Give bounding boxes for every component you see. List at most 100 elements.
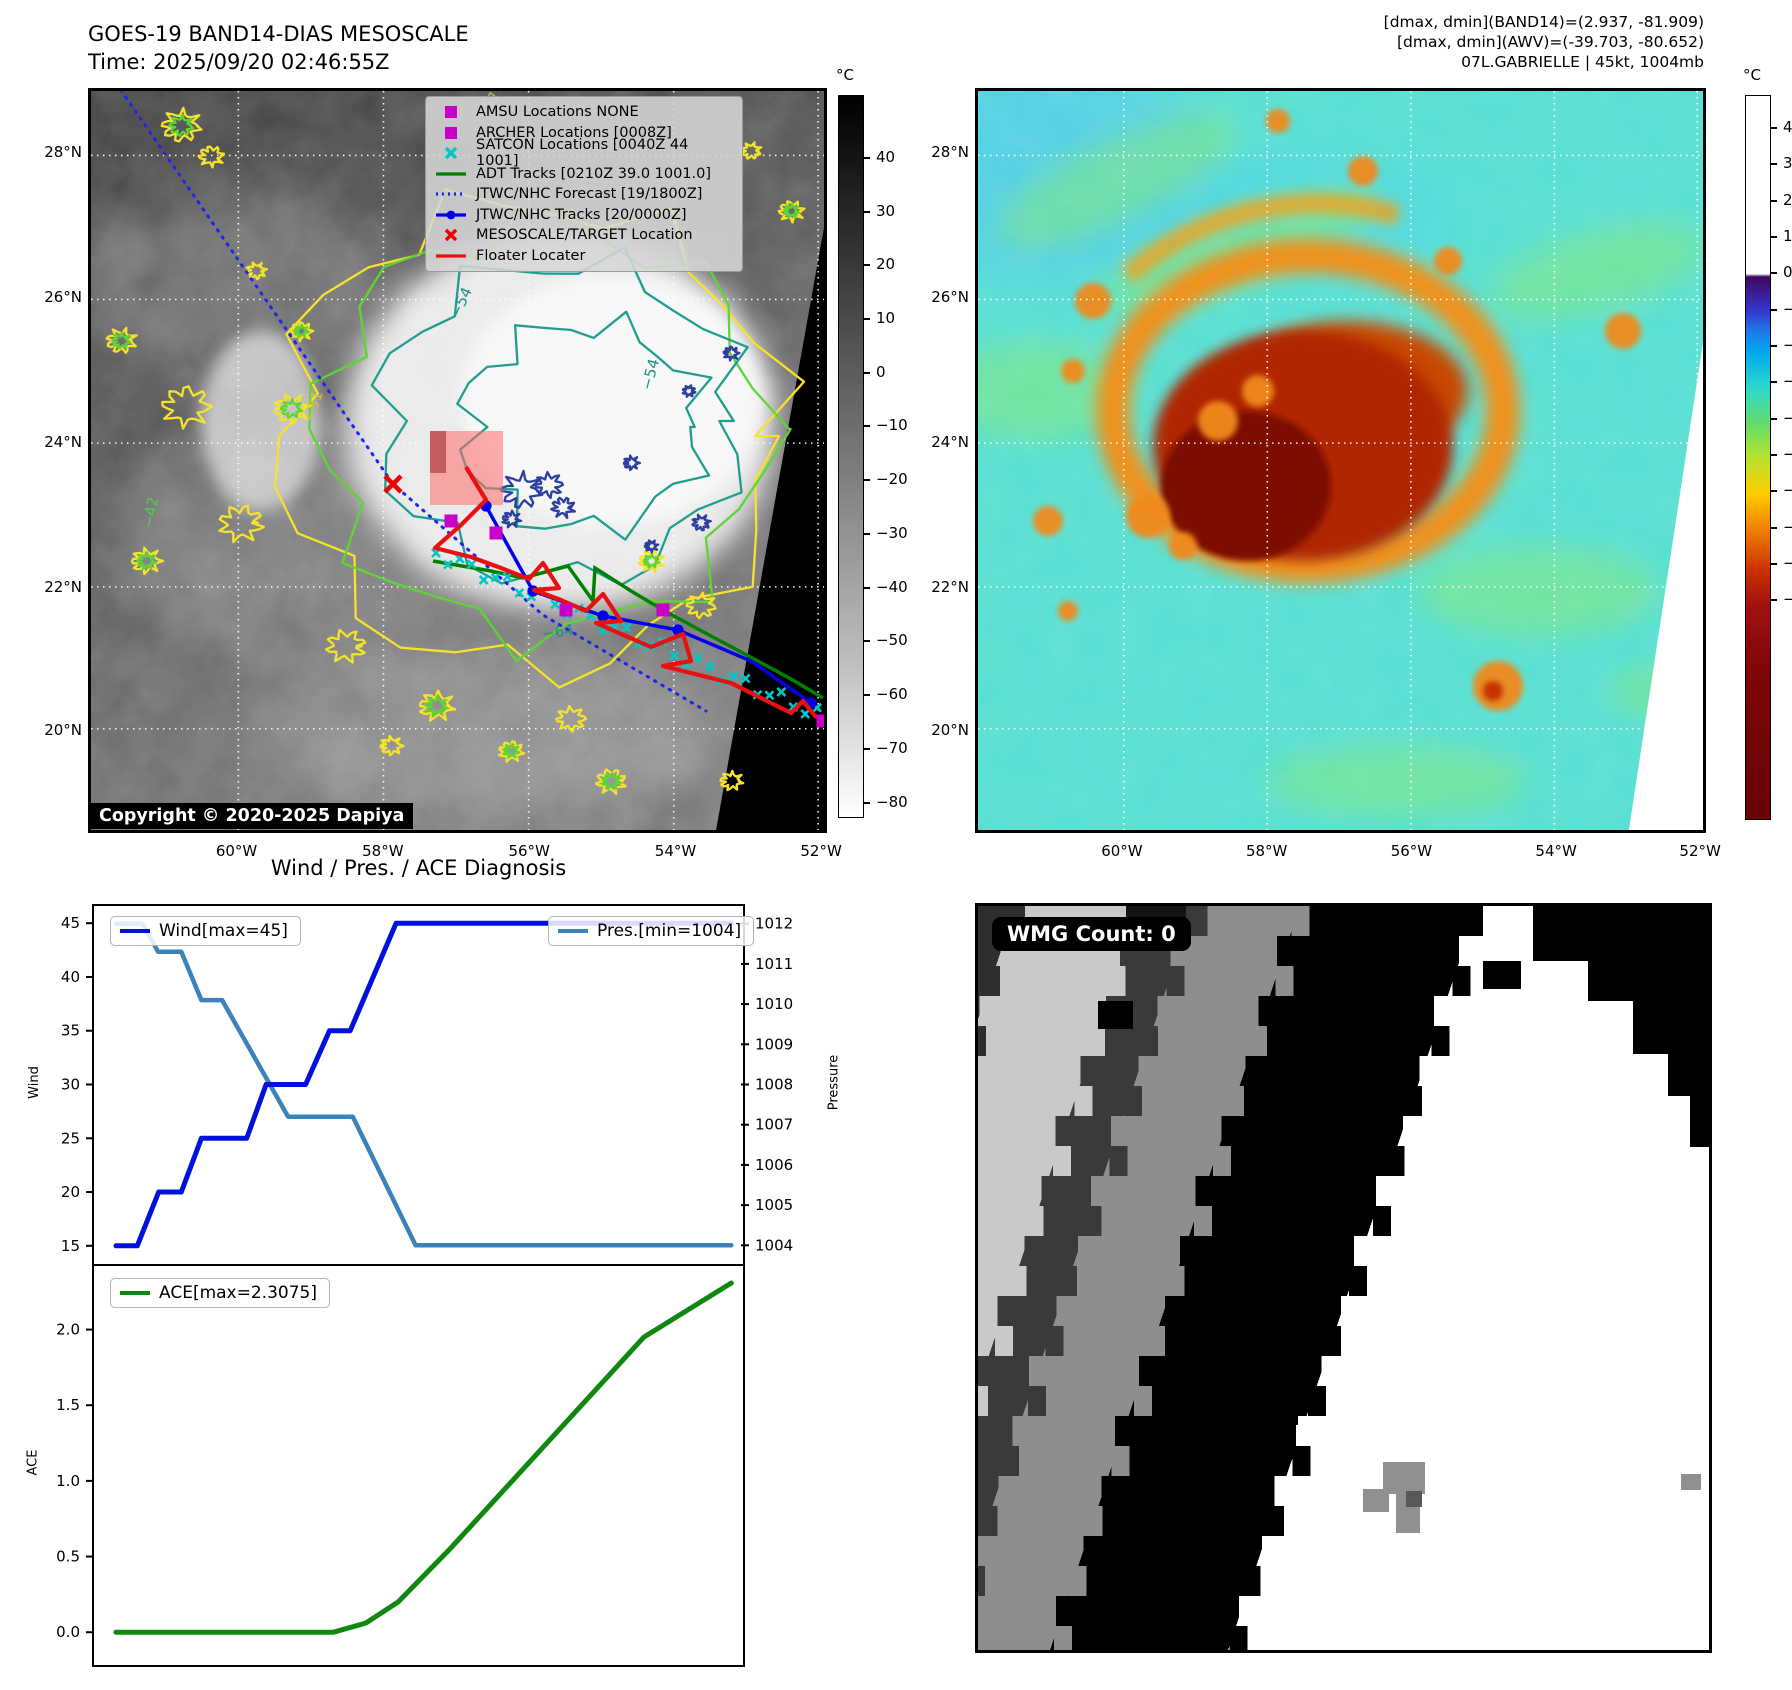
wind-ytick-label: 45 bbox=[61, 914, 80, 932]
legend-item: SATCON Locations [0040Z 44 1001] bbox=[434, 137, 734, 169]
colorbar-tick-label: 30 bbox=[876, 201, 896, 220]
wind-ytick-label: 15 bbox=[61, 1237, 80, 1255]
awv-map-panel bbox=[975, 88, 1706, 833]
legend-square-glyph bbox=[445, 106, 457, 119]
colorbar-tick bbox=[1771, 381, 1777, 384]
contour-ring bbox=[501, 509, 523, 529]
colorbar-tick-label: 0 bbox=[1783, 263, 1792, 282]
wmg-band-step bbox=[997, 1296, 1016, 1326]
band14-colorbar bbox=[838, 95, 864, 818]
wmg-band-step bbox=[1386, 1146, 1405, 1176]
wmg-patch bbox=[1690, 1092, 1709, 1147]
ace-ytick-label: 1.0 bbox=[56, 1471, 80, 1489]
wmg-patch bbox=[1406, 1491, 1422, 1507]
lon-tick-label: 52°W bbox=[1679, 842, 1721, 860]
pressure-ytick-label: 1009 bbox=[755, 1035, 793, 1053]
legend-dot-glyph bbox=[446, 210, 456, 220]
convective-cell bbox=[1075, 283, 1111, 319]
wmg-band-step bbox=[1024, 1236, 1043, 1266]
ace-legend: ACE[max=2.3075] bbox=[110, 1278, 330, 1308]
legend-item-label: JTWC/NHC Forecast [19/1800Z] bbox=[476, 186, 703, 203]
wmg-band-step bbox=[1053, 1146, 1071, 1176]
colorbar-tick-label: −70 bbox=[876, 738, 908, 757]
colorbar-tick-label: −80 bbox=[1783, 553, 1792, 572]
convective-cell bbox=[1169, 532, 1197, 560]
contour-ring bbox=[456, 310, 713, 541]
legend-item-label: SATCON Locations [0040Z 44 1001] bbox=[476, 137, 689, 170]
ace-ytick-label: 0.0 bbox=[56, 1623, 80, 1641]
wmg-band-step bbox=[979, 996, 998, 1026]
convective-cell bbox=[1198, 401, 1238, 441]
wmg-band-step bbox=[1080, 1056, 1099, 1086]
colorbar-tick-label: 20 bbox=[1783, 190, 1792, 209]
lat-tick-label: 20°N bbox=[44, 720, 82, 739]
diagnosis-title: Wind / Pres. / ACE Diagnosis bbox=[270, 856, 567, 880]
lat-tick-label: 26°N bbox=[931, 288, 969, 307]
lat-tick-label: 24°N bbox=[44, 432, 82, 451]
jtwc-forecast-line bbox=[119, 91, 708, 713]
colorbar-tick-label: 20 bbox=[876, 255, 896, 274]
contour-ring bbox=[550, 496, 577, 520]
wmg-band-step bbox=[1307, 1386, 1326, 1416]
colorbar-tick-label: −50 bbox=[1783, 444, 1792, 463]
ace-plot: 2.0 1.5 1.0 0.5 0.0 bbox=[56, 1280, 734, 1641]
satcon-x-marker bbox=[502, 571, 513, 582]
contour-ring bbox=[643, 539, 660, 554]
wmg-band-step bbox=[1433, 996, 1452, 1026]
contour-ring bbox=[279, 397, 304, 419]
wmg-patch bbox=[1383, 1462, 1425, 1494]
wmg-band-step bbox=[1056, 1596, 1075, 1626]
wmg-band-step bbox=[1139, 1026, 1158, 1056]
ace-legend-sample bbox=[120, 1291, 150, 1295]
wmg-band-step bbox=[1083, 1536, 1102, 1566]
dmax-dmin-awv: [dmax, dmin](AWV)=(-39.703, -80.652) bbox=[1397, 33, 1704, 52]
wmg-band-step bbox=[1041, 1176, 1060, 1206]
lon-tick-label: 60°W bbox=[1101, 842, 1143, 860]
colorbar-tick bbox=[1771, 344, 1777, 347]
colorbar-tick-label: 30 bbox=[1783, 154, 1792, 173]
wmg-band-step bbox=[1000, 1446, 1019, 1476]
convective-cell bbox=[1348, 156, 1378, 186]
colorbar-tick bbox=[1771, 235, 1777, 238]
colorbar-tick-label: −40 bbox=[1783, 408, 1792, 427]
colorbar-tick-label: −40 bbox=[876, 577, 908, 596]
lon-tick-label: 56°W bbox=[1390, 842, 1433, 860]
satcon-x-marker bbox=[621, 622, 632, 633]
satcon-x-marker bbox=[478, 574, 489, 585]
lon-tick-label: 58°W bbox=[362, 842, 404, 860]
wmg-band-step bbox=[1109, 1146, 1128, 1176]
awv-colorbar bbox=[1745, 95, 1771, 820]
wmg-band-step bbox=[978, 1026, 986, 1056]
wmg-band-step bbox=[1266, 1506, 1285, 1536]
convective-cell bbox=[1242, 375, 1274, 407]
colorbar-tick-label: −10 bbox=[876, 416, 908, 435]
satcon-x-marker bbox=[514, 587, 525, 598]
wmg-band-step bbox=[1229, 1626, 1248, 1650]
wmg-band-step bbox=[1419, 1056, 1438, 1086]
pressure-line bbox=[113, 921, 734, 1248]
wmg-band-step bbox=[1403, 1116, 1422, 1146]
wmg-band-step bbox=[1146, 1326, 1165, 1356]
lat-tick-label: 20°N bbox=[931, 720, 969, 739]
wmg-band-step bbox=[1111, 1446, 1130, 1476]
wind-line bbox=[113, 920, 734, 1249]
colorbar-tick-label: −50 bbox=[876, 631, 908, 650]
wmg-band-step bbox=[1194, 1206, 1212, 1236]
lon-tick-label: 58°W bbox=[1245, 842, 1288, 860]
convective-cell bbox=[1033, 506, 1063, 536]
wind-ytick-label: 25 bbox=[61, 1129, 80, 1147]
floater-locater-line bbox=[432, 465, 824, 723]
wmg-band-step bbox=[1258, 996, 1277, 1026]
wind-pressure-chart: 45 40 35 30 25 20 15 1012 1011 1010 1009 1008 1007 10… bbox=[61, 904, 793, 1266]
wmg-band-step bbox=[1195, 1176, 1214, 1206]
colorbar-tick-label: −80 bbox=[876, 792, 908, 811]
wmg-band-step bbox=[1138, 1056, 1157, 1086]
contour-ring bbox=[502, 743, 521, 759]
contour-ring bbox=[218, 504, 266, 544]
legend-item: Floater Locater bbox=[434, 246, 734, 267]
wmg-band-step bbox=[1245, 1056, 1264, 1086]
wmg-band-step bbox=[1138, 1356, 1157, 1386]
convective-cell bbox=[1266, 109, 1290, 133]
awv-colorbar-unit: °C bbox=[1743, 66, 1761, 84]
